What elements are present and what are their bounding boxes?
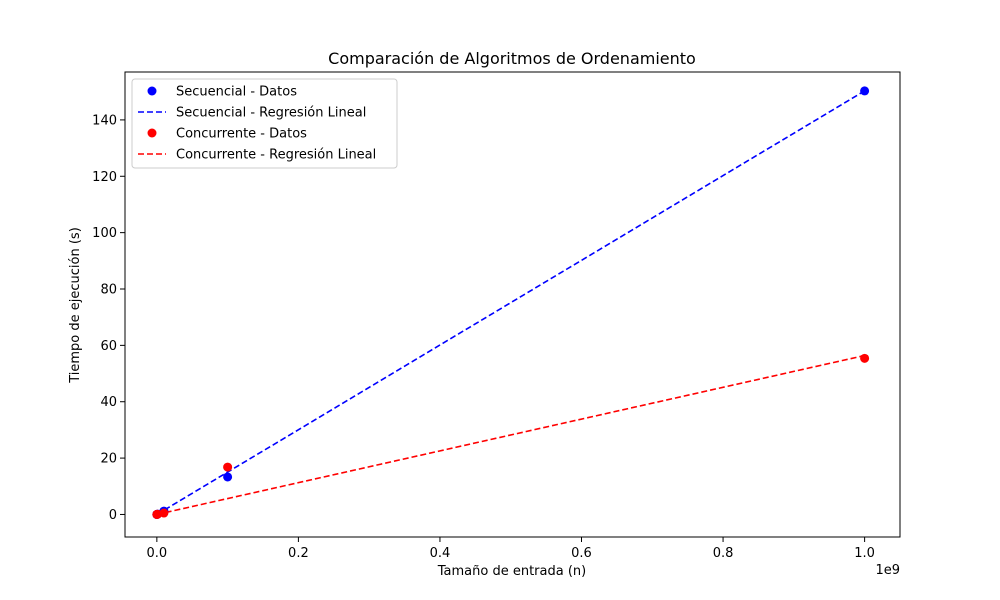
y-tick-label: 0 <box>109 508 117 523</box>
data-point-0 <box>223 472 233 482</box>
axes-frame <box>124 71 901 538</box>
x-tick-label: 0.0 <box>147 546 168 561</box>
series-layer <box>152 86 870 519</box>
legend-marker <box>147 86 157 96</box>
regression-line-3 <box>156 354 865 516</box>
x-axis-scale-label: 1e9 <box>875 563 900 578</box>
y-tick-label: 80 <box>100 283 117 298</box>
x-axis-label: Tamaño de entrada (n) <box>437 564 586 579</box>
y-tick-label: 40 <box>100 395 117 410</box>
y-tick-label: 60 <box>100 339 117 354</box>
y-tick-label: 100 <box>92 226 117 241</box>
x-tick-label: 0.4 <box>430 546 451 561</box>
data-point-0 <box>860 86 870 96</box>
y-tick-label: 20 <box>100 452 117 467</box>
y-axis-label: Tiempo de ejecución (s) <box>68 227 83 384</box>
legend-entry: Concurrente - Datos <box>176 127 307 142</box>
data-point-2 <box>223 462 233 472</box>
legend-frame <box>131 78 398 169</box>
chart-title: Comparación de Algoritmos de Ordenamient… <box>328 49 696 68</box>
legend-marker <box>147 128 157 138</box>
y-tick-label: 120 <box>92 170 117 185</box>
data-point-2 <box>860 353 870 363</box>
plot-area: 0.0 0.2 0.4 0.6 0.8 1.0 0 20 40 60 80 100 120 140 <box>92 71 901 561</box>
legend-entry: Concurrente - Regresión Lineal <box>176 148 376 163</box>
x-axis-ticks: 0.0 0.2 0.4 0.6 0.8 1.0 <box>147 537 875 561</box>
data-point-2 <box>159 508 169 518</box>
y-tick-label: 140 <box>92 113 117 128</box>
legend-entry: Secuencial - Regresión Lineal <box>176 106 366 121</box>
x-tick-label: 0.8 <box>713 546 734 561</box>
y-axis-ticks: 0 20 40 60 80 100 120 140 <box>92 113 125 523</box>
regression-line-1 <box>156 90 866 516</box>
legend: Secuencial - Datos Secuencial - Regresión… <box>131 78 398 169</box>
x-tick-label: 0.6 <box>571 546 592 561</box>
x-tick-label: 0.2 <box>288 546 309 561</box>
x-tick-label: 1.0 <box>854 546 875 561</box>
legend-entry: Secuencial - Datos <box>176 85 297 100</box>
